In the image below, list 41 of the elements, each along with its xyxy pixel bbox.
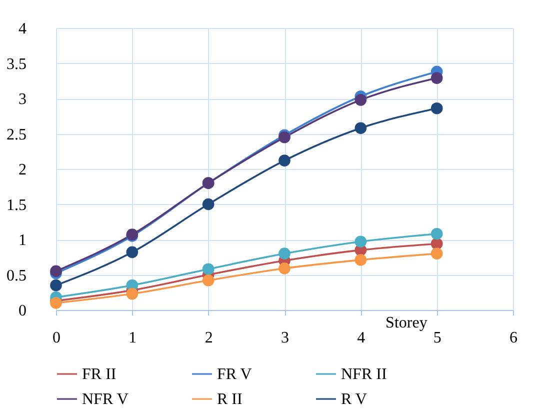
legend-label: R V xyxy=(341,391,368,408)
point xyxy=(202,198,214,210)
x-tick-label: 0 xyxy=(52,330,60,346)
x-axis-title: Storey xyxy=(386,314,428,332)
point xyxy=(126,288,138,300)
point xyxy=(354,122,367,134)
y-tick-label: 0.5 xyxy=(6,267,26,284)
point xyxy=(278,262,290,274)
point xyxy=(202,263,214,276)
legend-label: FR II xyxy=(82,366,116,383)
point xyxy=(354,94,367,106)
x-tick-label: 2 xyxy=(204,330,213,346)
y-tick-label: 1 xyxy=(18,232,26,249)
x-tick-label: 1 xyxy=(128,330,137,346)
point xyxy=(354,236,367,248)
x-tick-label: 5 xyxy=(433,330,442,346)
point xyxy=(202,274,214,286)
y-tick-label: 2 xyxy=(18,162,26,178)
y-tick-label: 0 xyxy=(18,302,26,320)
point xyxy=(278,248,290,260)
point xyxy=(354,254,367,266)
legend-label: FR V xyxy=(217,366,252,383)
point xyxy=(50,279,62,292)
point xyxy=(126,246,138,258)
point xyxy=(278,154,290,166)
point xyxy=(430,102,443,114)
legend-label: R II xyxy=(217,391,242,408)
point xyxy=(430,72,443,84)
legend-label: NFR V xyxy=(82,391,129,408)
point xyxy=(50,297,62,309)
legend-label: NFR II xyxy=(341,366,387,383)
x-tick-label: 6 xyxy=(510,330,518,346)
point xyxy=(430,228,443,240)
y-tick-label: 2.5 xyxy=(6,126,26,144)
x-tick-label: 3 xyxy=(281,330,289,346)
x-tick-label: 4 xyxy=(357,330,366,346)
y-tick-label: 3 xyxy=(18,91,26,108)
y-tick-label: 1.5 xyxy=(6,196,26,214)
point xyxy=(430,248,443,260)
y-tick-label: 3.5 xyxy=(6,56,26,73)
y-tick-label: 4 xyxy=(18,20,26,38)
